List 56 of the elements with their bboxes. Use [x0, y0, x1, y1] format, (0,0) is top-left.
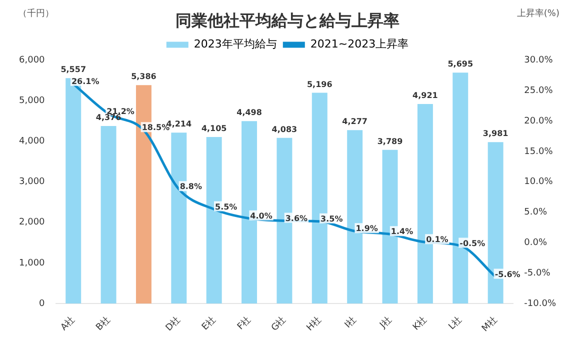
- data-label: 5,695: [448, 60, 474, 69]
- x-tick-label: B社: [94, 314, 112, 333]
- data-label: 4,498: [236, 108, 262, 118]
- data-label: 1.4%: [390, 227, 414, 236]
- y2-axis-title: 上昇率(%): [516, 8, 560, 20]
- legend-label: 2021~2023上昇率: [310, 38, 409, 51]
- data-label: 4.0%: [250, 211, 272, 220]
- x-tick-label: K社: [410, 314, 429, 333]
- legend-label: 2023年平均給与: [194, 38, 277, 51]
- y-tick-label: 0: [39, 298, 46, 309]
- x-tick-label: I社: [342, 314, 359, 330]
- y-tick-label: 3,000: [19, 177, 46, 188]
- x-tick-label: H社: [304, 314, 324, 334]
- y2-tick-label: 20.0%: [524, 116, 554, 126]
- data-label: 5,557: [60, 65, 86, 74]
- y-tick-label: 4,000: [19, 136, 46, 147]
- y2-tick-label: 0.0%: [524, 238, 548, 248]
- data-label: 3,981: [482, 129, 509, 138]
- x-tick-label: E社: [200, 314, 218, 332]
- y-tick-label: 1,000: [19, 258, 46, 268]
- y-axis-title: （千円）: [18, 8, 54, 20]
- x-tick-label: L社: [446, 314, 464, 332]
- data-label: 0.1%: [426, 235, 448, 244]
- data-label: 5,386: [131, 72, 157, 82]
- data-label: -0.5%: [460, 238, 486, 248]
- y2-tick-label: -10.0%: [524, 298, 556, 309]
- bar: [100, 126, 116, 304]
- y-tick-label: 5,000: [19, 96, 46, 106]
- data-label: 3.5%: [320, 214, 343, 224]
- data-label: 5.5%: [215, 202, 238, 212]
- data-label: 4,083: [272, 125, 298, 134]
- x-tick-label: D社: [164, 314, 183, 334]
- data-label: 4,105: [201, 124, 228, 134]
- x-tick-label: M社: [480, 314, 500, 334]
- data-label: 8.8%: [180, 182, 202, 192]
- data-label: 4,921: [412, 91, 438, 100]
- y2-tick-label: 15.0%: [524, 146, 554, 157]
- y2-tick-label: 30.0%: [524, 56, 554, 66]
- x-tick-label: G社: [269, 314, 288, 334]
- data-label: 1.9%: [356, 224, 378, 234]
- data-label: 4,277: [342, 117, 368, 126]
- x-tick-label: J社: [377, 314, 394, 332]
- y2-tick-label: 5.0%: [524, 208, 548, 218]
- data-label: 26.1%: [71, 77, 100, 86]
- y-tick-label: 6,000: [19, 56, 46, 66]
- y2-tick-label: 10.0%: [524, 177, 554, 188]
- y-tick-label: 2,000: [19, 218, 46, 228]
- data-label: 5,196: [306, 80, 333, 89]
- data-label: -5.6%: [494, 270, 520, 279]
- chart-title: 同業他社平均給与と給与上昇率: [176, 10, 400, 30]
- data-label: 3.6%: [285, 214, 308, 223]
- y2-tick-label: 25.0%: [524, 86, 554, 96]
- data-label: 3,789: [377, 136, 404, 146]
- y2-tick-label: -5.0%: [524, 268, 551, 278]
- x-tick-label: A社: [58, 314, 78, 333]
- x-tick-label: F社: [235, 314, 254, 332]
